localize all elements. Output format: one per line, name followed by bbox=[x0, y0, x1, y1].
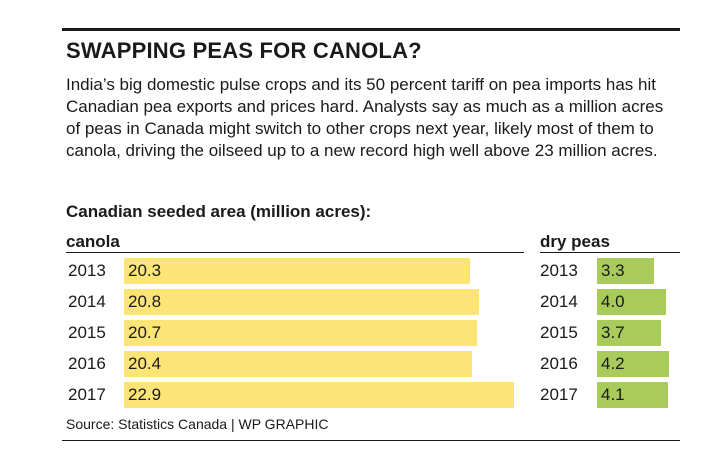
peas-panel-label: dry peas bbox=[540, 232, 610, 251]
canola-row: 2015 20.7 bbox=[68, 320, 528, 346]
canola-value-label: 22.9 bbox=[128, 385, 162, 404]
canola-year-label: 2017 bbox=[68, 385, 106, 404]
peas-row: 2015 3.7 bbox=[540, 320, 707, 346]
peas-value-label: 4.1 bbox=[601, 385, 625, 404]
canola-bar: 20.4 bbox=[124, 351, 472, 377]
peas-value-label: 3.7 bbox=[601, 323, 625, 342]
canola-value-label: 20.7 bbox=[128, 323, 162, 342]
canola-year-label: 2014 bbox=[68, 292, 106, 311]
peas-panel-rule bbox=[540, 252, 680, 253]
canola-panel-rule bbox=[66, 252, 524, 253]
canola-year-label: 2013 bbox=[68, 261, 106, 280]
canola-value-label: 20.4 bbox=[128, 354, 162, 373]
canola-row: 2017 22.9 bbox=[68, 382, 528, 408]
peas-row: 2017 4.1 bbox=[540, 382, 707, 408]
peas-value-label: 4.2 bbox=[601, 354, 625, 373]
intro-text: India’s big domestic pulse crops and its… bbox=[66, 75, 664, 160]
peas-value-label: 4.0 bbox=[601, 292, 625, 311]
canola-year-label: 2015 bbox=[68, 323, 106, 342]
canola-row: 2014 20.8 bbox=[68, 289, 528, 315]
peas-year-label: 2017 bbox=[540, 385, 578, 404]
bottom-rule bbox=[62, 440, 680, 441]
peas-year-label: 2015 bbox=[540, 323, 578, 342]
peas-year-label: 2016 bbox=[540, 354, 578, 373]
peas-bar: 4.1 bbox=[597, 382, 668, 408]
canola-bar: 20.8 bbox=[124, 289, 479, 315]
peas-bar: 4.2 bbox=[597, 351, 670, 377]
peas-row: 2013 3.3 bbox=[540, 258, 707, 284]
canola-year-label: 2016 bbox=[68, 354, 106, 373]
chart-title: SWAPPING PEAS FOR CANOLA? bbox=[66, 38, 422, 63]
canola-bar: 20.7 bbox=[124, 320, 477, 346]
canola-value-label: 20.3 bbox=[128, 261, 162, 280]
peas-year-label: 2014 bbox=[540, 292, 578, 311]
top-rule bbox=[62, 28, 680, 31]
canola-panel-label: canola bbox=[66, 232, 120, 251]
canola-value-label: 20.8 bbox=[128, 292, 162, 311]
peas-value-label: 3.3 bbox=[601, 261, 625, 280]
peas-year-label: 2013 bbox=[540, 261, 578, 280]
canola-bar: 20.3 bbox=[124, 258, 471, 284]
source-note: Source: Statistics Canada | WP GRAPHIC bbox=[66, 416, 329, 432]
peas-row: 2014 4.0 bbox=[540, 289, 707, 315]
peas-bar: 4.0 bbox=[597, 289, 666, 315]
canola-bar: 22.9 bbox=[124, 382, 515, 408]
canola-row: 2016 20.4 bbox=[68, 351, 528, 377]
peas-bar: 3.3 bbox=[597, 258, 654, 284]
chart-subtitle: Canadian seeded area (million acres): bbox=[66, 202, 372, 221]
canola-row: 2013 20.3 bbox=[68, 258, 528, 284]
peas-bar: 3.7 bbox=[597, 320, 661, 346]
peas-row: 2016 4.2 bbox=[540, 351, 707, 377]
